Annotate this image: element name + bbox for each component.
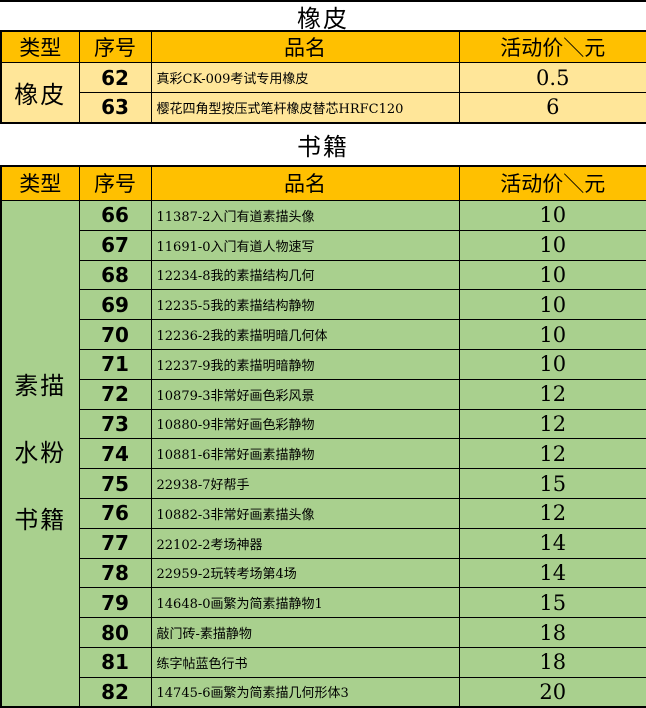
product-name-cell: 12236-2我的素描明暗几何体 <box>151 320 459 350</box>
table-row: 69 12235-5我的素描结构静物 10 <box>1 290 646 320</box>
product-name-cell: 真彩CK-009考试专用橡皮 <box>151 63 459 93</box>
books-header-row: 类型 序号 品名 活动价＼元 <box>1 166 646 201</box>
col-header-price: 活动价＼元 <box>459 31 646 63</box>
col-header-name: 品名 <box>151 31 459 63</box>
eraser-table: 类型 序号 品名 活动价＼元 橡皮 62 真彩CK-009考试专用橡皮 0.5 … <box>0 30 646 124</box>
serial-cell: 81 <box>79 647 151 677</box>
price-cell: 15 <box>459 588 646 618</box>
product-name-cell: 11691-0入门有道人物速写 <box>151 230 459 260</box>
serial-cell: 72 <box>79 379 151 409</box>
table-row: 74 10881-6非常好画素描静物 12 <box>1 439 646 469</box>
price-cell: 10 <box>459 230 646 260</box>
price-cell: 12 <box>459 379 646 409</box>
table-row: 素描 水粉 书籍 66 11387-2入门有道素描头像 10 <box>1 201 646 231</box>
serial-cell: 74 <box>79 439 151 469</box>
col-header-name: 品名 <box>151 166 459 201</box>
price-cell: 12 <box>459 498 646 528</box>
col-header-serial: 序号 <box>79 166 151 201</box>
table-row: 79 14648-0画繁为简素描静物1 15 <box>1 588 646 618</box>
serial-cell: 80 <box>79 618 151 648</box>
serial-cell: 76 <box>79 498 151 528</box>
product-name-cell: 12234-8我的素描结构几何 <box>151 260 459 290</box>
category-cell-books: 素描 水粉 书籍 <box>1 201 79 708</box>
price-cell: 0.5 <box>459 63 646 93</box>
table-row: 77 22102-2考场神器 14 <box>1 528 646 558</box>
product-name-cell: 22102-2考场神器 <box>151 528 459 558</box>
price-cell: 6 <box>459 93 646 123</box>
price-cell: 10 <box>459 349 646 379</box>
serial-cell: 62 <box>79 63 151 93</box>
serial-cell: 68 <box>79 260 151 290</box>
serial-cell: 67 <box>79 230 151 260</box>
serial-cell: 75 <box>79 469 151 499</box>
serial-cell: 69 <box>79 290 151 320</box>
eraser-header-row: 类型 序号 品名 活动价＼元 <box>1 31 646 63</box>
table-row: 73 10880-9非常好画色彩静物 12 <box>1 409 646 439</box>
col-header-price: 活动价＼元 <box>459 166 646 201</box>
serial-cell: 79 <box>79 588 151 618</box>
serial-cell: 66 <box>79 201 151 231</box>
table-row: 76 10882-3非常好画素描头像 12 <box>1 498 646 528</box>
table-row: 68 12234-8我的素描结构几何 10 <box>1 260 646 290</box>
product-name-cell: 练字帖蓝色行书 <box>151 647 459 677</box>
table-row: 78 22959-2玩转考场第4场 14 <box>1 558 646 588</box>
price-cell: 10 <box>459 320 646 350</box>
price-cell: 18 <box>459 647 646 677</box>
col-header-serial: 序号 <box>79 31 151 63</box>
product-name-cell: 22959-2玩转考场第4场 <box>151 558 459 588</box>
serial-cell: 77 <box>79 528 151 558</box>
category-line: 水粉 <box>2 420 79 487</box>
product-name-cell: 10880-9非常好画色彩静物 <box>151 409 459 439</box>
price-cell: 10 <box>459 290 646 320</box>
product-name-cell: 10882-3非常好画素描头像 <box>151 498 459 528</box>
table-row: 80 敲门砖-素描静物 18 <box>1 618 646 648</box>
category-cell-eraser: 橡皮 <box>1 63 79 123</box>
price-cell: 18 <box>459 618 646 648</box>
section-title-eraser: 橡皮 <box>0 0 646 30</box>
table-row: 72 10879-3非常好画色彩风景 12 <box>1 379 646 409</box>
table-row: 67 11691-0入门有道人物速写 10 <box>1 230 646 260</box>
serial-cell: 78 <box>79 558 151 588</box>
table-row: 橡皮 62 真彩CK-009考试专用橡皮 0.5 <box>1 63 646 93</box>
table-row: 81 练字帖蓝色行书 18 <box>1 647 646 677</box>
table-row: 71 12237-9我的素描明暗静物 10 <box>1 349 646 379</box>
section-title-books: 书籍 <box>0 124 646 165</box>
col-header-type: 类型 <box>1 31 79 63</box>
price-cell: 12 <box>459 439 646 469</box>
serial-cell: 63 <box>79 93 151 123</box>
category-line: 书籍 <box>2 487 79 554</box>
price-cell: 12 <box>459 409 646 439</box>
product-name-cell: 樱花四角型按压式笔杆橡皮替芯HRFC120 <box>151 93 459 123</box>
serial-cell: 71 <box>79 349 151 379</box>
table-row: 63 樱花四角型按压式笔杆橡皮替芯HRFC120 6 <box>1 93 646 123</box>
product-name-cell: 12237-9我的素描明暗静物 <box>151 349 459 379</box>
books-table: 类型 序号 品名 活动价＼元 素描 水粉 书籍 66 11387-2入门有道素描… <box>0 165 646 708</box>
category-line: 素描 <box>2 353 79 420</box>
price-cell: 14 <box>459 558 646 588</box>
table-row: 75 22938-7好帮手 15 <box>1 469 646 499</box>
product-name-cell: 22938-7好帮手 <box>151 469 459 499</box>
product-name-cell: 敲门砖-素描静物 <box>151 618 459 648</box>
product-name-cell: 14648-0画繁为简素描静物1 <box>151 588 459 618</box>
col-header-type: 类型 <box>1 166 79 201</box>
serial-cell: 70 <box>79 320 151 350</box>
serial-cell: 73 <box>79 409 151 439</box>
price-cell: 10 <box>459 201 646 231</box>
price-cell: 15 <box>459 469 646 499</box>
price-cell: 14 <box>459 528 646 558</box>
product-name-cell: 10879-3非常好画色彩风景 <box>151 379 459 409</box>
table-row: 70 12236-2我的素描明暗几何体 10 <box>1 320 646 350</box>
product-name-cell: 12235-5我的素描结构静物 <box>151 290 459 320</box>
product-name-cell: 10881-6非常好画素描静物 <box>151 439 459 469</box>
price-cell: 10 <box>459 260 646 290</box>
product-name-cell: 11387-2入门有道素描头像 <box>151 201 459 231</box>
